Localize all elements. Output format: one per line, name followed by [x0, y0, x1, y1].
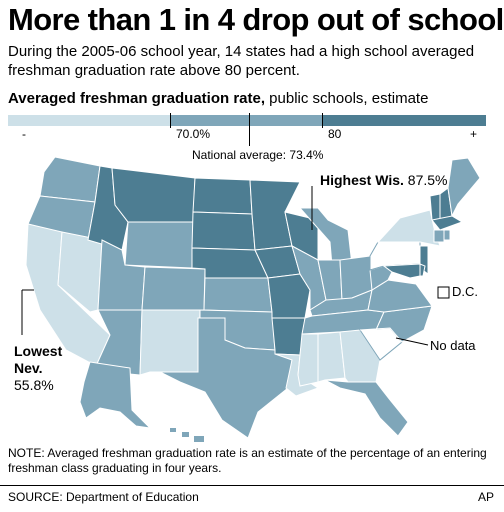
- state-sd: [191, 211, 256, 251]
- state-ma: [431, 215, 464, 231]
- legend-tick-80-label: 80: [328, 127, 342, 141]
- highest-callout-value: 87.5%: [407, 172, 448, 188]
- us-map: [21, 156, 481, 442]
- legend-title: Averaged freshman graduation rate, publi…: [8, 90, 428, 107]
- highest-callout-state: Highest Wis.: [320, 172, 404, 188]
- legend-min-label: -: [22, 127, 26, 141]
- state-ny: [376, 209, 441, 247]
- footer-rule: [0, 485, 504, 486]
- legend-swatch-mid: [170, 115, 322, 126]
- headline: More than 1 in 4 drop out of school: [8, 2, 504, 37]
- legend-swatch-low: [8, 115, 170, 126]
- legend-swatch-high: [322, 115, 486, 126]
- national-average-label: National average: 73.4%: [192, 148, 324, 162]
- legend-max-label: +: [470, 127, 478, 141]
- lowest-callout-line2: Nev.: [14, 360, 43, 376]
- highest-callout: Highest Wis. 87.5%: [320, 172, 447, 188]
- state-de: [419, 263, 426, 277]
- dc-label: D.C.: [452, 284, 478, 299]
- state-hi-3: [194, 436, 204, 442]
- state-ms: [297, 333, 319, 387]
- state-me: [447, 157, 481, 218]
- no-data-label: No data: [430, 338, 476, 353]
- state-tx: [159, 317, 293, 439]
- state-wy: [124, 221, 194, 269]
- state-al: [317, 331, 346, 383]
- state-mi: [298, 207, 353, 267]
- state-nm: [139, 309, 201, 376]
- state-mt: [111, 167, 196, 223]
- state-wa: [39, 156, 101, 203]
- state-vt: [429, 193, 441, 221]
- note: NOTE: Averaged freshman graduation rate …: [8, 446, 487, 475]
- state-nd: [192, 177, 253, 215]
- lowest-callout: Lowest Nev. 55.8%: [14, 343, 62, 394]
- legend-tick-70: [170, 113, 171, 128]
- state-ks: [203, 277, 273, 313]
- legend-tick-80: [322, 113, 323, 128]
- subtitle: During the 2005-06 school year, 14 state…: [8, 43, 475, 79]
- state-fl: [324, 379, 409, 437]
- lowest-callout-line1: Lowest: [14, 343, 63, 359]
- source: SOURCE: Department of Education: [8, 490, 199, 504]
- legend-title-rest: public schools, estimate: [265, 90, 429, 107]
- state-ct: [433, 229, 445, 243]
- state-hi-2: [182, 432, 189, 437]
- state-co: [141, 266, 206, 311]
- no-data-leader-line: [395, 337, 429, 346]
- state-ak: [79, 361, 152, 429]
- legend-title-bold: Averaged freshman graduation rate,: [8, 90, 266, 107]
- legend-tick-70-label: 70.0%: [176, 127, 211, 141]
- credit: AP: [477, 490, 494, 504]
- state-hi: [170, 428, 176, 432]
- state-ri: [443, 229, 451, 241]
- lowest-callout-value: 55.8%: [14, 377, 54, 393]
- dc-swatch: [437, 286, 450, 299]
- national-average-marker: [249, 113, 250, 146]
